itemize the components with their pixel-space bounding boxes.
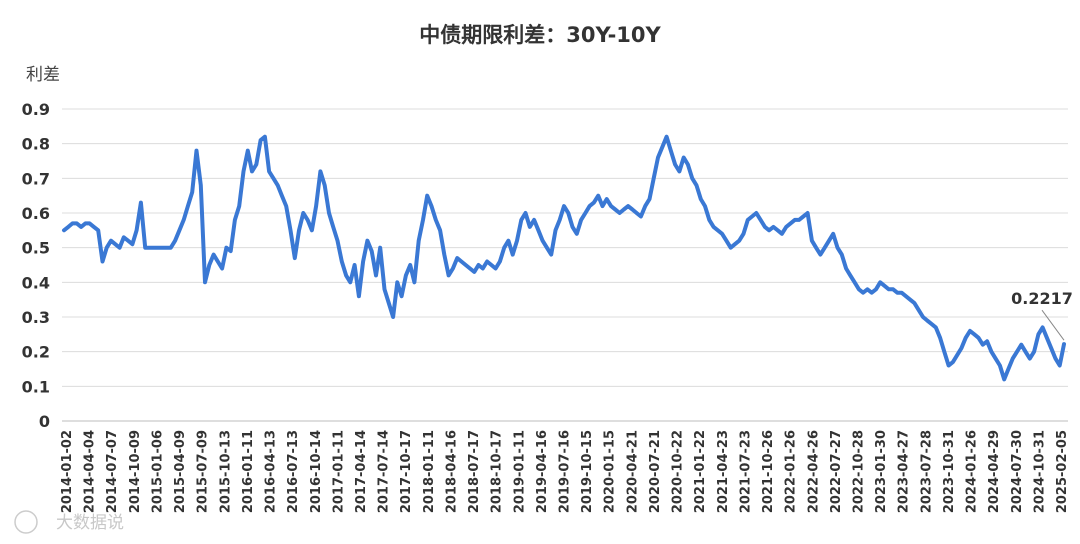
x-tick-label: 2023-01-30	[874, 430, 889, 513]
x-tick-label: 2015-04-09	[173, 430, 188, 513]
x-tick-label: 2024-07-30	[1010, 430, 1025, 513]
x-tick-label: 2023-07-28	[919, 430, 934, 513]
x-tick-label: 2018-04-16	[444, 430, 459, 513]
y-tick-label: 0.2	[22, 343, 50, 362]
y-tick-label: 0.1	[22, 377, 50, 396]
x-tick-label: 2014-04-04	[83, 430, 98, 513]
y-axis-label: 利差	[26, 65, 60, 85]
y-tick-label: 0.9	[22, 100, 50, 119]
x-tick-label: 2016-04-13	[264, 430, 279, 513]
x-tick-label: 2019-07-16	[558, 430, 573, 513]
y-tick-label: 0	[39, 412, 50, 431]
series-line	[62, 134, 1066, 382]
watermark-text: 大数据说	[56, 513, 124, 533]
x-tick-label: 2016-10-14	[309, 430, 324, 513]
x-tick-label: 2014-01-02	[60, 430, 75, 513]
annotation-label: 0.2217	[1011, 289, 1073, 308]
x-tick-label: 2020-04-21	[625, 430, 640, 513]
x-tick-label: 2019-01-11	[512, 430, 527, 513]
annotation-leader	[1041, 309, 1065, 341]
y-tick-label: 0.3	[22, 308, 50, 327]
x-tick-label: 2017-07-14	[377, 430, 392, 513]
x-tick-label: 2019-04-16	[535, 430, 550, 513]
x-tick-label: 2020-10-22	[671, 430, 686, 513]
x-tick-label: 2023-04-27	[897, 430, 912, 513]
x-tick-label: 2024-10-31	[1032, 430, 1047, 513]
x-tick-label: 2022-01-26	[784, 430, 799, 513]
watermark: 大数据说	[14, 510, 124, 534]
x-tick-label: 2016-07-13	[286, 430, 301, 513]
x-tick-label: 2021-10-26	[761, 430, 776, 513]
watermark-logo-icon	[14, 510, 38, 534]
x-tick-label: 2015-01-06	[150, 430, 165, 513]
y-tick-label: 0.4	[22, 273, 50, 292]
x-tick-label: 2024-04-29	[987, 430, 1002, 513]
x-tick-label: 2023-10-31	[942, 430, 957, 513]
x-tick-label: 2017-04-14	[354, 430, 369, 513]
x-tick-label: 2018-07-17	[467, 430, 482, 513]
x-tick-label: 2016-01-11	[241, 430, 256, 513]
grid-lines	[62, 108, 1068, 422]
y-tick-label: 0.8	[22, 135, 50, 154]
x-tick-label: 2018-01-11	[422, 430, 437, 513]
x-tick-label: 2021-01-22	[693, 430, 708, 513]
x-tick-label: 2021-04-23	[716, 430, 731, 513]
x-tick-label: 2015-10-13	[218, 430, 233, 513]
x-tick-label: 2017-10-17	[399, 430, 414, 513]
y-tick-labels: 0 0.1 0.2 0.3 0.4 0.5 0.6 0.7 0.8 0.9	[22, 100, 50, 431]
x-tick-labels: 2014-01-02 2014-04-04 2014-07-07 2014-10-09…	[60, 430, 1070, 513]
x-tick-label: 2014-10-09	[128, 430, 143, 513]
x-tick-label: 2022-04-26	[806, 430, 821, 513]
x-tick-label: 2017-01-11	[331, 430, 346, 513]
x-tick-label: 2024-01-26	[965, 430, 980, 513]
y-tick-label: 0.7	[22, 169, 50, 188]
x-tick-label: 2018-10-17	[490, 430, 505, 513]
y-tick-label: 0.5	[22, 239, 50, 258]
x-tick-label: 2021-07-23	[738, 430, 753, 513]
x-tick-label: 2025-02-05	[1055, 430, 1070, 513]
y-tick-label: 0.6	[22, 204, 50, 223]
x-tick-label: 2020-07-21	[648, 430, 663, 513]
x-tick-label: 2019-10-15	[580, 430, 595, 513]
chart-title: 中债期限利差：30Y-10Y	[419, 23, 661, 47]
x-tick-label: 2022-07-27	[829, 430, 844, 513]
x-tick-label: 2020-01-15	[603, 430, 618, 513]
x-tick-label: 2014-07-07	[105, 430, 120, 513]
x-tick-label: 2022-10-28	[851, 430, 866, 513]
x-tick-label: 2015-07-09	[196, 430, 211, 513]
